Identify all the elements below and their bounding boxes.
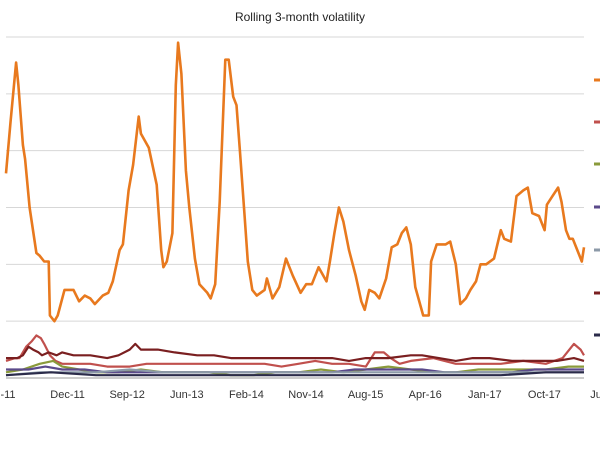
x-tick-label: Sep-12 <box>109 389 144 401</box>
legend <box>594 78 600 337</box>
series-line <box>4 41 586 323</box>
x-tick-label: Oct-17 <box>528 389 561 401</box>
x-tick-label: Jan-17 <box>468 389 502 401</box>
x-tick-label: Dec-11 <box>50 389 85 401</box>
x-tick-label: Aug-15 <box>348 389 383 401</box>
x-tick-label: Apr-16 <box>409 389 442 401</box>
x-tick-label: Jun-1 <box>590 389 600 401</box>
x-tick-label: -11 <box>0 389 15 401</box>
series-line <box>5 334 585 368</box>
gridlines <box>6 36 584 379</box>
series-line <box>6 342 585 362</box>
x-tick-label: Nov-14 <box>288 389 323 401</box>
series-line <box>5 368 584 377</box>
x-tick-label: Feb-14 <box>229 389 264 401</box>
series-lines <box>4 41 586 377</box>
x-tick-labels: -11 Dec-11 Sep-12 Jun-13 Feb-14 Nov-14 Aug-15 A… <box>0 389 600 401</box>
chart-title: Rolling 3-month volatility <box>234 10 366 24</box>
series-line <box>5 371 584 377</box>
x-tick-label: Jun-13 <box>170 389 204 401</box>
